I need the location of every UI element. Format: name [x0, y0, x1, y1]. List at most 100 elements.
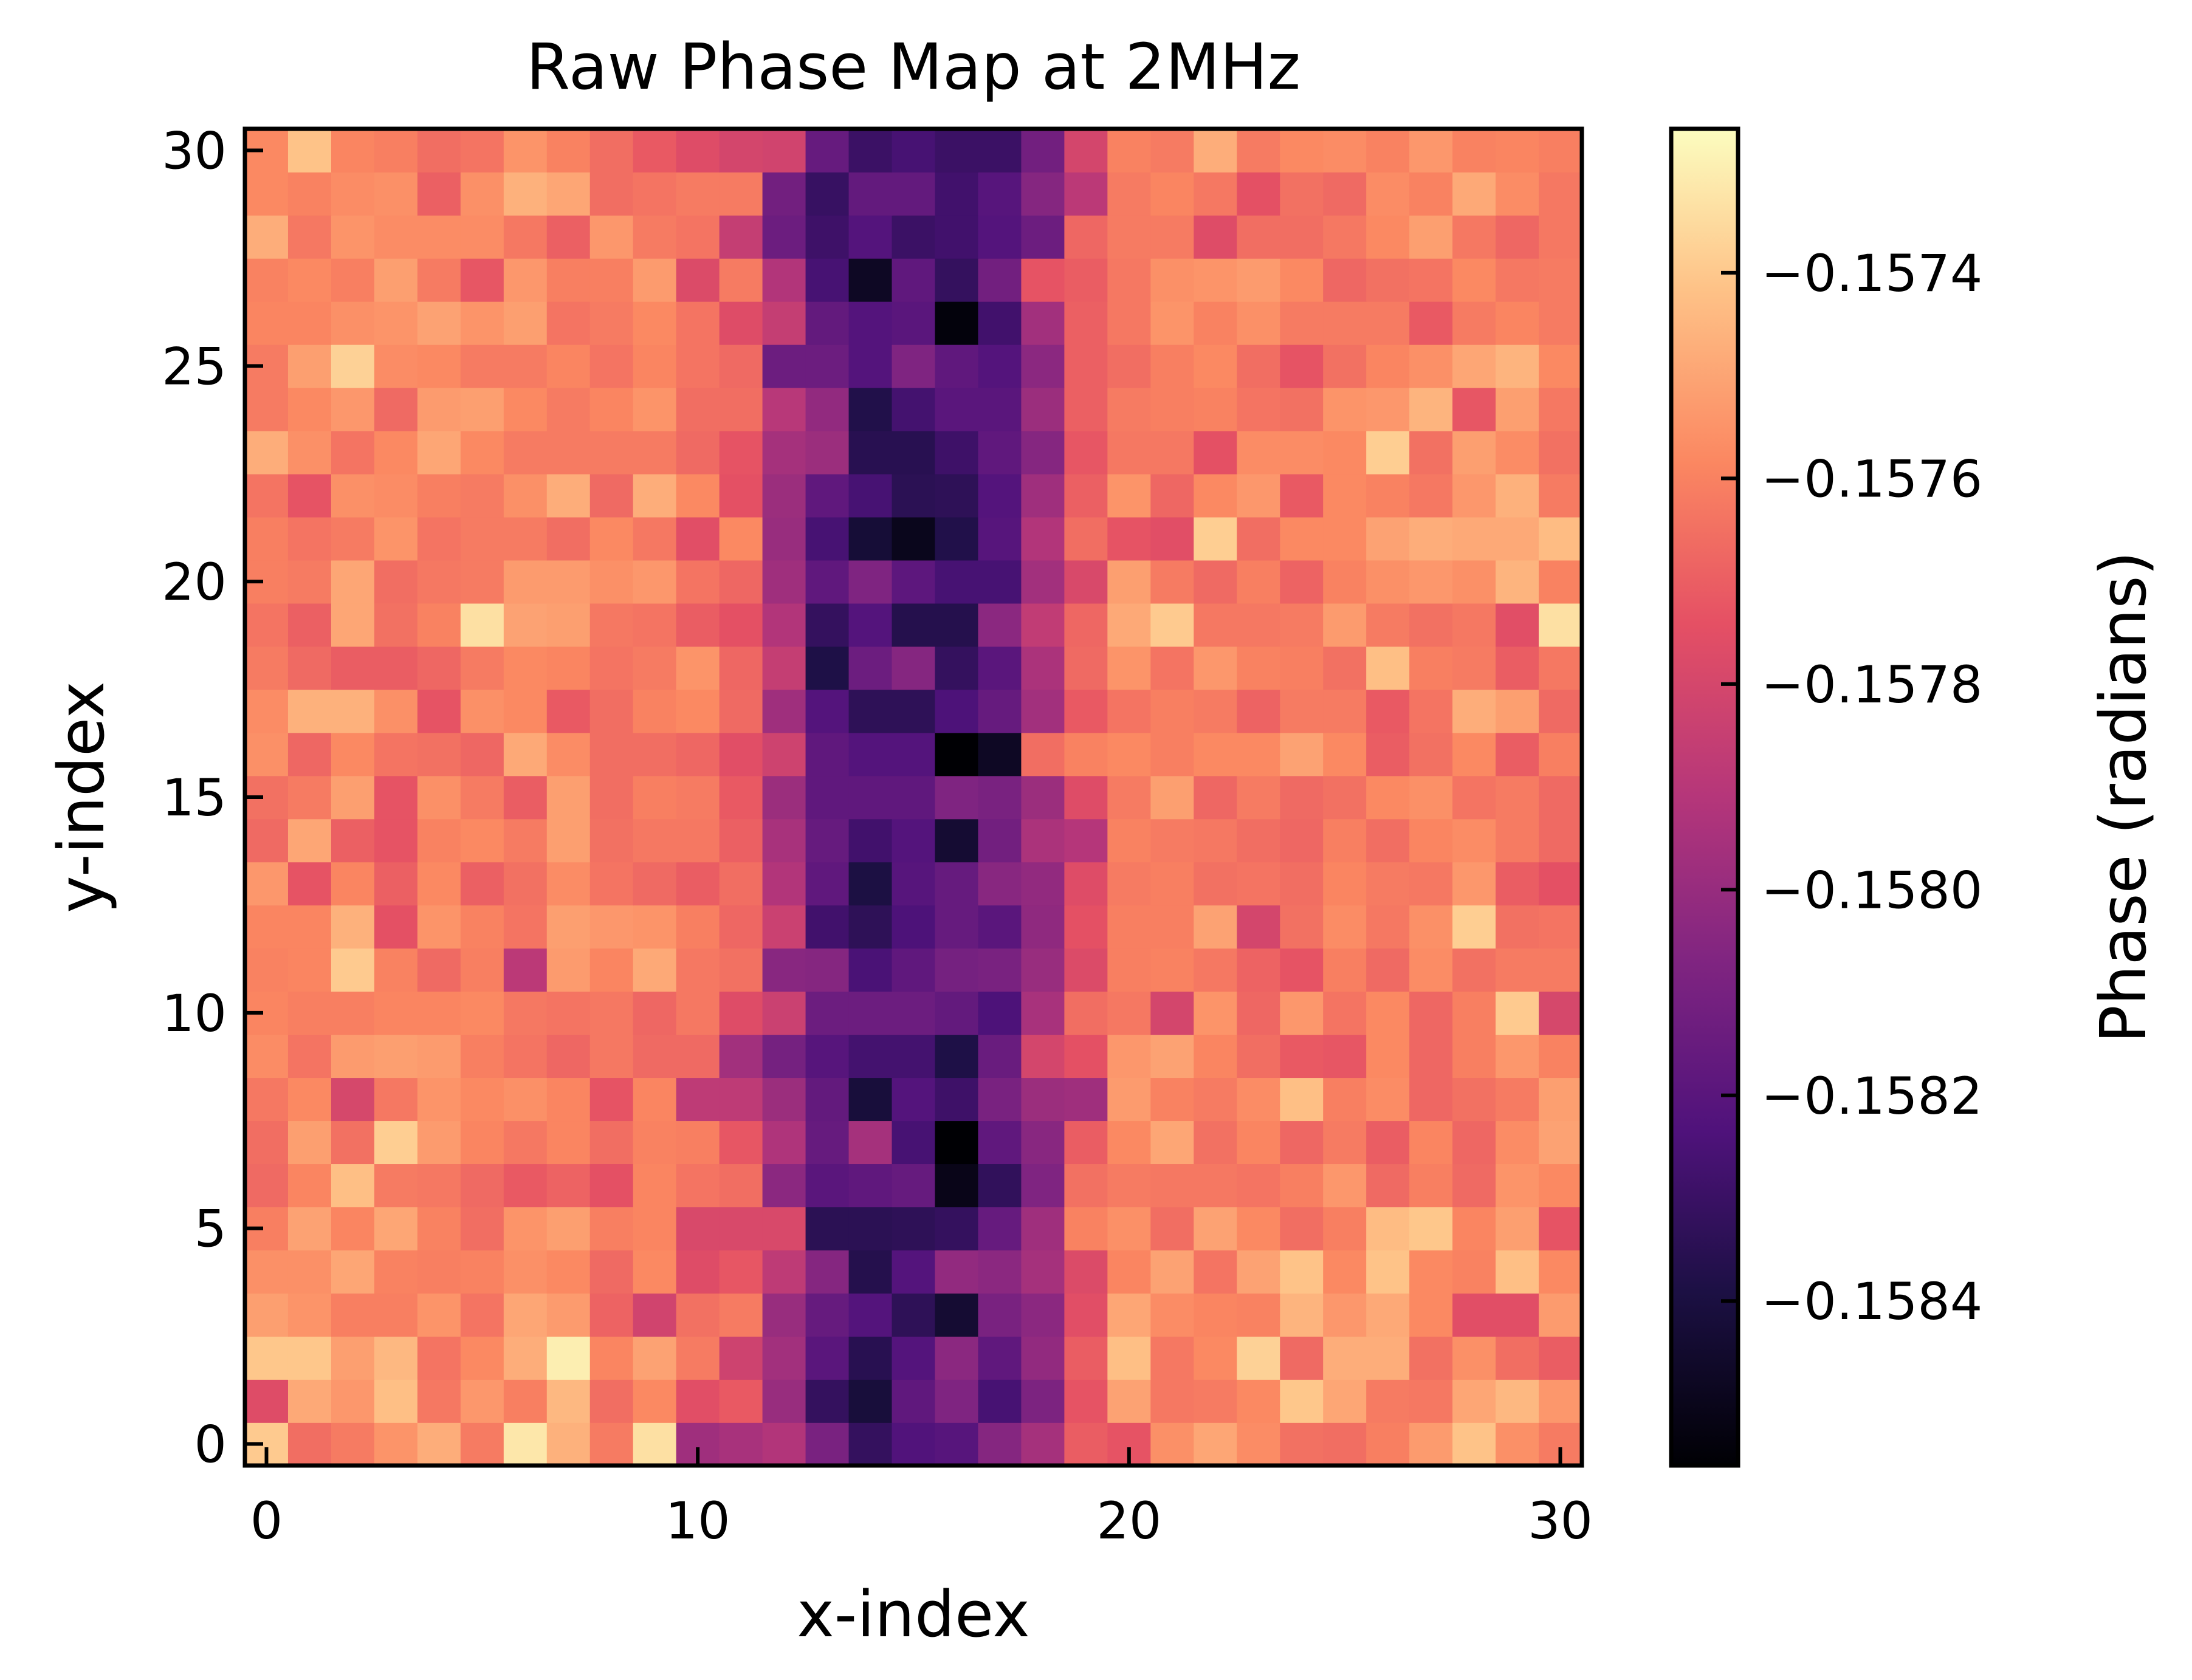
heatmap-cell: [1409, 560, 1453, 604]
heatmap-cell: [1237, 516, 1281, 561]
heatmap-cell: [374, 818, 418, 863]
heatmap-cell: [935, 516, 979, 561]
heatmap-cell: [1107, 603, 1152, 647]
heatmap-cell: [417, 1293, 461, 1337]
heatmap-cell: [245, 1077, 289, 1122]
heatmap-cell: [1194, 948, 1238, 992]
heatmap-cell: [1194, 1336, 1238, 1380]
heatmap-cell: [1280, 603, 1324, 647]
heatmap-cell: [287, 214, 332, 259]
heatmap-cell: [1539, 516, 1582, 561]
heatmap-cell: [805, 344, 850, 388]
heatmap-cell: [374, 775, 418, 820]
heatmap-cell: [1452, 689, 1496, 733]
heatmap-cell: [1452, 1379, 1496, 1423]
heatmap-cell: [805, 560, 850, 604]
heatmap-cell: [1021, 818, 1065, 863]
heatmap-cell: [719, 258, 763, 302]
heatmap-cell: [1323, 1120, 1367, 1165]
heatmap-cell: [1452, 1336, 1496, 1380]
heatmap-cell: [1409, 214, 1453, 259]
heatmap-cell: [1539, 129, 1582, 173]
heatmap-cell: [1107, 301, 1152, 345]
heatmap-cell: [1366, 387, 1410, 431]
y-tick-label: 15: [162, 768, 227, 828]
heatmap-cell: [589, 905, 634, 949]
heatmap-cell: [287, 430, 332, 475]
colorbar-tick-label: −0.1582: [1761, 1066, 1982, 1126]
heatmap-cell: [1323, 818, 1367, 863]
heatmap-cell: [589, 387, 634, 431]
heatmap-cell: [1064, 258, 1108, 302]
heatmap-cell: [1452, 344, 1496, 388]
heatmap-cell: [1021, 560, 1065, 604]
heatmap-cell: [287, 1379, 332, 1423]
heatmap-cell: [1539, 214, 1582, 259]
heatmap-cell: [1021, 689, 1065, 733]
heatmap-cell: [1539, 862, 1582, 906]
heatmap-cell: [1150, 516, 1195, 561]
heatmap-cell: [1366, 1034, 1410, 1078]
heatmap-cell: [1194, 1422, 1238, 1466]
heatmap-cell: [1194, 905, 1238, 949]
heatmap-cell: [1452, 948, 1496, 992]
heatmap-cell: [460, 516, 504, 561]
heatmap-cell: [1496, 258, 1539, 302]
heatmap-cell: [719, 862, 763, 906]
heatmap-cell: [287, 603, 332, 647]
heatmap-cell: [719, 1077, 763, 1122]
heatmap-cell: [633, 1207, 677, 1250]
heatmap-cell: [417, 732, 461, 777]
heatmap-cell: [1150, 732, 1195, 777]
heatmap-cell: [848, 775, 893, 820]
heatmap-cell: [1280, 1336, 1324, 1380]
heatmap-cell: [676, 1250, 720, 1294]
heatmap-cell: [1280, 1034, 1324, 1078]
y-tick-label: 25: [162, 337, 227, 396]
heatmap-cell: [1064, 862, 1108, 906]
heatmap-cell: [676, 430, 720, 475]
heatmap-cell: [1539, 689, 1582, 733]
heatmap-cell: [1021, 171, 1065, 216]
heatmap-cell: [503, 1077, 548, 1122]
heatmap-cell: [848, 1336, 893, 1380]
heatmap-cell: [1150, 905, 1195, 949]
heatmap-cell: [1150, 1034, 1195, 1078]
heatmap-cell: [848, 818, 893, 863]
heatmap-cell: [1021, 1250, 1065, 1294]
heatmap-cell: [1194, 646, 1238, 690]
heatmap-cell: [762, 301, 806, 345]
heatmap-cell: [1323, 301, 1367, 345]
colorbar-tick-label: −0.1578: [1761, 655, 1982, 715]
heatmap-cell: [762, 171, 806, 216]
heatmap-cell: [892, 1422, 936, 1466]
heatmap-cell: [633, 948, 677, 992]
heatmap-cell: [503, 430, 548, 475]
heatmap-cell: [978, 1207, 1022, 1250]
heatmap-cell: [245, 905, 289, 949]
heatmap-cell: [1496, 344, 1539, 388]
heatmap-cell: [633, 516, 677, 561]
y-tick-label: 0: [194, 1415, 227, 1475]
heatmap-cell: [633, 905, 677, 949]
heatmap-cell: [374, 1336, 418, 1380]
heatmap-cell: [331, 1077, 375, 1122]
heatmap-cell: [287, 560, 332, 604]
heatmap-cell: [589, 1336, 634, 1380]
heatmap-cell: [633, 862, 677, 906]
heatmap-cell: [1107, 1207, 1152, 1250]
heatmap-cell: [1021, 862, 1065, 906]
heatmap-cell: [589, 258, 634, 302]
heatmap-cell: [978, 560, 1022, 604]
heatmap-cell: [1323, 1034, 1367, 1078]
colorbar-label: Phase (radians): [2086, 551, 2160, 1043]
heatmap-cell: [1496, 818, 1539, 863]
heatmap-cell: [245, 732, 289, 777]
heatmap-cell: [331, 1336, 375, 1380]
heatmap-cell: [417, 473, 461, 518]
heatmap-cell: [287, 1034, 332, 1078]
heatmap-cell: [1194, 1077, 1238, 1122]
heatmap-cell: [1409, 171, 1453, 216]
heatmap-cell: [1064, 1207, 1108, 1250]
heatmap-cell: [848, 1077, 893, 1122]
